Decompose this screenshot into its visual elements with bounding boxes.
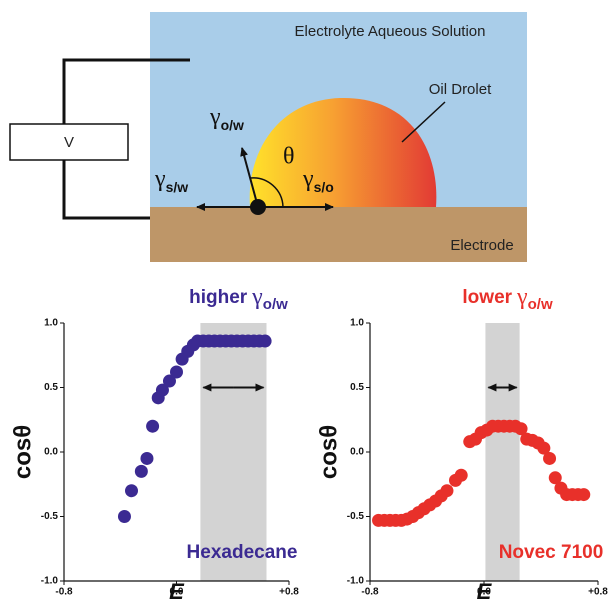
voltage-label: V [64,134,74,151]
voltage-box [9,123,129,161]
point [170,365,183,379]
gamma-so: γs/o [302,166,334,195]
y-tick-label: 0.0 [44,447,58,458]
x-tick-label: -0.8 [55,587,73,598]
electrode-region [150,207,527,262]
y-tick-label: 0.5 [350,382,364,393]
schematic: V Electrolyte Aqueous Solution Oil Drole… [9,12,527,262]
y-tick-label: -1.0 [347,576,365,587]
x-axis-label: E [477,579,493,604]
x-tick-label: +0.8 [588,587,608,598]
x-tick-label: 0.0 [477,587,491,598]
y-axis-label: cosθ [315,425,342,479]
gamma-ow: γo/w [209,104,244,133]
point [548,471,562,485]
point [162,374,176,388]
gamma-sw: γs/w [154,166,188,195]
point [514,422,528,436]
chart-title: higher γo/w [189,284,288,313]
x-tick-label: +0.8 [279,587,299,598]
point [577,488,591,502]
point [140,451,154,465]
wire [62,160,150,220]
solution-label: Electrolyte Aqueous Solution [295,23,486,40]
y-tick-label: -0.5 [347,511,365,522]
point [146,419,160,433]
point [117,510,131,523]
x-tick-label: 0.0 [170,587,184,598]
y-tick-label: -1.0 [41,576,59,587]
leader-line [401,101,446,143]
point [125,484,138,498]
electrode-label: Electrode [450,237,513,254]
contact-point [250,199,266,215]
y-tick-label: 0.0 [350,447,364,458]
point [155,383,169,397]
point [543,451,557,465]
droplet-label: Oil Drolet [429,81,492,98]
wire [62,58,190,124]
series-label: Novec 7100 [499,542,604,563]
point [454,468,468,482]
point [134,464,148,478]
highlight-band [200,323,267,581]
theta-label: θ [283,144,295,170]
x-tick-label: -0.8 [361,587,379,598]
y-tick-label: 1.0 [44,318,58,329]
point [537,441,551,455]
x-axis-label: E [169,579,185,604]
highlight-band [485,323,520,581]
point [258,334,272,348]
series-label: Hexadecane [187,542,298,563]
y-axis-label: cosθ [9,425,36,479]
y-tick-label: 1.0 [350,318,364,329]
y-tick-label: -0.5 [41,511,59,522]
point [440,484,454,498]
oil-droplet [249,97,437,207]
y-tick-label: 0.5 [44,382,58,393]
angle-arc [249,177,284,208]
chart-title: lower γo/w [462,284,553,313]
